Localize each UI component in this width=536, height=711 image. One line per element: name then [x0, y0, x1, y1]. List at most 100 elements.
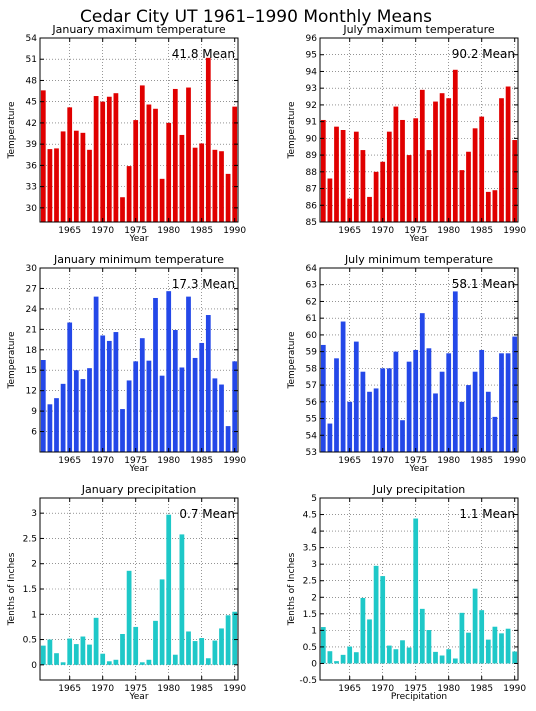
bar	[139, 85, 145, 223]
y-axis-label: Temperature	[7, 331, 17, 389]
bar	[373, 388, 379, 452]
y-tick-label: 1.5	[303, 610, 317, 620]
plot-frame	[319, 497, 519, 681]
bar	[54, 148, 59, 222]
bar	[353, 341, 359, 452]
x-tick-label: 1975	[404, 456, 427, 466]
bar	[419, 89, 425, 222]
bar	[219, 628, 224, 665]
bar	[479, 116, 485, 222]
bar	[492, 190, 498, 222]
bar	[219, 384, 224, 452]
y-tick-label: 60	[306, 331, 318, 341]
x-tick-label: 1990	[223, 226, 246, 236]
bar	[413, 518, 419, 664]
bar	[426, 348, 432, 452]
bar	[512, 651, 518, 664]
bar	[452, 658, 458, 664]
bar	[199, 342, 205, 452]
y-tick-label: 9	[31, 407, 37, 417]
bar	[106, 661, 112, 665]
bar	[199, 143, 205, 222]
bar	[40, 360, 46, 452]
bar	[400, 640, 405, 664]
bar	[472, 371, 478, 452]
bar	[413, 118, 419, 222]
y-tick-label: 12	[26, 387, 37, 397]
bar	[327, 423, 333, 452]
bar	[334, 661, 339, 664]
bar	[320, 119, 326, 222]
bar	[472, 128, 478, 222]
bar	[80, 379, 86, 452]
x-tick-label: 1975	[404, 226, 427, 236]
x-tick-label: 1980	[157, 684, 180, 694]
y-tick-label: 85	[306, 218, 317, 228]
bar	[433, 101, 438, 222]
bar	[232, 361, 238, 452]
bar	[192, 147, 198, 222]
y-tick-label: 0.5	[23, 636, 37, 646]
y-tick-label: 92	[306, 101, 317, 111]
bar	[373, 565, 379, 664]
bar	[179, 534, 185, 665]
bar	[386, 645, 392, 664]
y-tick-label: 30	[26, 264, 38, 274]
bar	[153, 108, 158, 222]
y-tick-label: 0	[31, 661, 37, 671]
bar	[172, 88, 178, 222]
bar	[386, 131, 392, 222]
bar	[73, 644, 79, 665]
y-tick-label: 30	[26, 204, 38, 214]
y-tick-label: 45	[26, 98, 37, 108]
y-axis-label: Temperature	[287, 331, 297, 389]
bar	[40, 90, 46, 222]
y-tick-label: 3	[31, 509, 37, 519]
bar	[93, 96, 99, 222]
bar	[512, 140, 518, 222]
bar	[380, 161, 386, 222]
chart-title: January precipitation	[81, 483, 197, 496]
mean-annotation: 0.7 Mean	[179, 507, 235, 521]
x-axis-label: Year	[128, 464, 148, 474]
bar	[47, 149, 53, 222]
bar	[139, 338, 145, 452]
bar	[205, 57, 211, 222]
bar	[166, 122, 172, 222]
x-tick-label: 1965	[58, 456, 81, 466]
bar	[320, 344, 326, 452]
bar	[446, 353, 452, 452]
y-tick-label: 95	[306, 51, 317, 61]
bar	[113, 93, 119, 222]
bar	[192, 641, 198, 665]
bar	[327, 651, 333, 664]
bar	[80, 636, 86, 665]
chart-title: January minimum temperature	[53, 253, 224, 266]
bar	[367, 391, 372, 452]
bar	[212, 640, 218, 665]
bar	[499, 633, 504, 664]
bar	[334, 358, 339, 452]
bar	[179, 134, 185, 222]
bar	[426, 630, 432, 664]
bar	[199, 638, 205, 665]
bar	[126, 166, 132, 222]
x-tick-label: 1980	[157, 226, 180, 236]
bar	[459, 170, 465, 222]
bar	[153, 620, 158, 665]
y-tick-label: 57	[306, 381, 317, 391]
bar	[225, 426, 231, 452]
bar	[459, 401, 465, 452]
bar	[472, 588, 478, 664]
x-axis-label: Year	[408, 464, 428, 474]
y-axis-label: Temperature	[7, 101, 17, 159]
bar	[120, 633, 125, 665]
x-tick-label: 1965	[338, 684, 361, 694]
bar	[413, 349, 419, 452]
bar	[347, 198, 353, 222]
bar	[393, 649, 399, 664]
y-tick-label: 96	[306, 34, 318, 44]
y-axis-label: Tenths of Inches	[287, 552, 297, 626]
y-tick-label: 39	[26, 140, 38, 150]
bar	[133, 626, 139, 665]
